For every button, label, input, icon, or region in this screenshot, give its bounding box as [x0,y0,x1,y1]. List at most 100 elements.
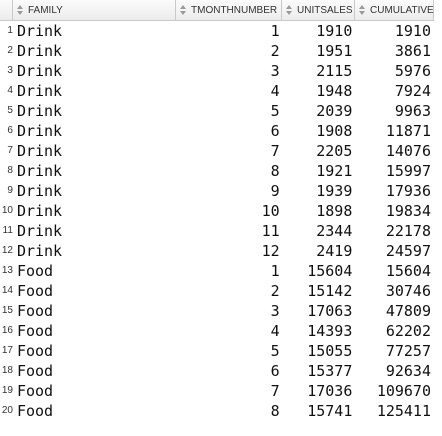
cell-tmonthnumber[interactable]: 6 [270,122,280,140]
table-row[interactable]: 10 Drink 10 1898 19834 [0,201,434,221]
table-row[interactable]: 19 Food 7 17036 109670 [0,381,434,401]
cell-tmonthnumber[interactable]: 1 [270,262,280,280]
sort-icon[interactable] [17,5,23,15]
table-row[interactable]: 2 Drink 2 1951 3861 [0,41,434,61]
cell-tmonthnumber[interactable]: 5 [270,342,280,360]
sort-icon[interactable] [359,5,365,15]
cell-tmonthnumber[interactable]: 10 [261,202,280,220]
cell-unitsales[interactable]: 2115 [316,62,353,80]
cell-tmonthnumber[interactable]: 9 [270,182,280,200]
column-header-unitsales[interactable]: UNITSALES [282,0,355,20]
cell-family[interactable]: Drink [16,202,63,220]
cell-tmonthnumber[interactable]: 8 [270,162,280,180]
cell-family[interactable]: Food [16,342,54,360]
cell-unitsales[interactable]: 2419 [316,242,353,260]
cell-family[interactable]: Drink [16,102,63,120]
cell-tmonthnumber[interactable]: 3 [270,62,280,80]
cell-cumulative[interactable]: 15997 [385,162,431,180]
cell-cumulative[interactable]: 5976 [394,62,431,80]
cell-tmonthnumber[interactable]: 4 [270,82,280,100]
cell-unitsales[interactable]: 2344 [316,222,353,240]
cell-cumulative[interactable]: 125411 [376,402,431,420]
cell-unitsales[interactable]: 1910 [316,22,353,40]
cell-cumulative[interactable]: 24597 [385,242,431,260]
cell-family[interactable]: Food [16,282,54,300]
cell-family[interactable]: Drink [16,62,63,80]
cell-cumulative[interactable]: 17936 [385,182,431,200]
cell-tmonthnumber[interactable]: 7 [270,142,280,160]
cell-cumulative[interactable]: 15604 [385,262,431,280]
cell-family[interactable]: Drink [16,42,63,60]
cell-unitsales[interactable]: 1939 [316,182,353,200]
cell-cumulative[interactable]: 47809 [385,302,431,320]
cell-tmonthnumber[interactable]: 7 [270,382,280,400]
cell-cumulative[interactable]: 11871 [385,122,431,140]
cell-cumulative[interactable]: 19834 [385,202,431,220]
column-header-tmonthnumber[interactable]: TMONTHNUMBER [176,0,282,20]
table-row[interactable]: 13 Food 1 15604 15604 [0,261,434,281]
cell-cumulative[interactable]: 1910 [394,22,431,40]
cell-unitsales[interactable]: 1948 [316,82,353,100]
cell-cumulative[interactable]: 109670 [376,382,431,400]
cell-cumulative[interactable]: 92634 [385,362,431,380]
table-row[interactable]: 1 Drink 1 1910 1910 [0,21,434,41]
cell-tmonthnumber[interactable]: 12 [261,242,280,260]
cell-unitsales[interactable]: 2205 [316,142,353,160]
table-row[interactable]: 15 Food 3 17063 47809 [0,301,434,321]
column-header-family[interactable]: FAMILY [13,0,176,20]
cell-family[interactable]: Food [16,302,54,320]
table-row[interactable]: 11 Drink 11 2344 22178 [0,221,434,241]
table-row[interactable]: 5 Drink 5 2039 9963 [0,101,434,121]
table-row[interactable]: 14 Food 2 15142 30746 [0,281,434,301]
cell-family[interactable]: Food [16,382,54,400]
table-row[interactable]: 8 Drink 8 1921 15997 [0,161,434,181]
cell-unitsales[interactable]: 2039 [316,102,353,120]
table-row[interactable]: 3 Drink 3 2115 5976 [0,61,434,81]
table-row[interactable]: 12 Drink 12 2419 24597 [0,241,434,261]
cell-tmonthnumber[interactable]: 11 [261,222,280,240]
cell-family[interactable]: Food [16,362,54,380]
table-row[interactable]: 4 Drink 4 1948 7924 [0,81,434,101]
table-row[interactable]: 20 Food 8 15741 125411 [0,401,434,421]
column-header-cumulative[interactable]: CUMULATIVE [355,0,434,20]
cell-unitsales[interactable]: 15055 [307,342,353,360]
cell-cumulative[interactable]: 77257 [385,342,431,360]
cell-family[interactable]: Drink [16,82,63,100]
cell-cumulative[interactable]: 14076 [385,142,431,160]
cell-family[interactable]: Drink [16,22,63,40]
cell-family[interactable]: Drink [16,122,63,140]
cell-cumulative[interactable]: 62202 [385,322,431,340]
table-row[interactable]: 18 Food 6 15377 92634 [0,361,434,381]
cell-family[interactable]: Drink [16,182,63,200]
cell-family[interactable]: Food [16,402,54,420]
cell-tmonthnumber[interactable]: 5 [270,102,280,120]
table-row[interactable]: 7 Drink 7 2205 14076 [0,141,434,161]
cell-unitsales[interactable]: 15741 [307,402,353,420]
sort-icon[interactable] [180,5,186,15]
cell-tmonthnumber[interactable]: 3 [270,302,280,320]
table-row[interactable]: 16 Food 4 14393 62202 [0,321,434,341]
cell-unitsales[interactable]: 14393 [307,322,353,340]
cell-unitsales[interactable]: 1908 [316,122,353,140]
cell-unitsales[interactable]: 17063 [307,302,353,320]
cell-family[interactable]: Food [16,322,54,340]
cell-unitsales[interactable]: 1951 [316,42,353,60]
cell-tmonthnumber[interactable]: 4 [270,322,280,340]
cell-cumulative[interactable]: 9963 [394,102,431,120]
cell-unitsales[interactable]: 17036 [307,382,353,400]
cell-family[interactable]: Drink [16,162,63,180]
cell-family[interactable]: Drink [16,242,63,260]
cell-unitsales[interactable]: 15377 [307,362,353,380]
cell-unitsales[interactable]: 1898 [316,202,353,220]
table-row[interactable]: 6 Drink 6 1908 11871 [0,121,434,141]
cell-cumulative[interactable]: 7924 [394,82,431,100]
cell-family[interactable]: Drink [16,142,63,160]
cell-unitsales[interactable]: 1921 [316,162,353,180]
cell-tmonthnumber[interactable]: 8 [270,402,280,420]
cell-tmonthnumber[interactable]: 2 [270,42,280,60]
sort-icon[interactable] [286,5,292,15]
table-row[interactable]: 9 Drink 9 1939 17936 [0,181,434,201]
cell-family[interactable]: Drink [16,222,63,240]
cell-cumulative[interactable]: 30746 [385,282,431,300]
cell-tmonthnumber[interactable]: 1 [270,22,280,40]
